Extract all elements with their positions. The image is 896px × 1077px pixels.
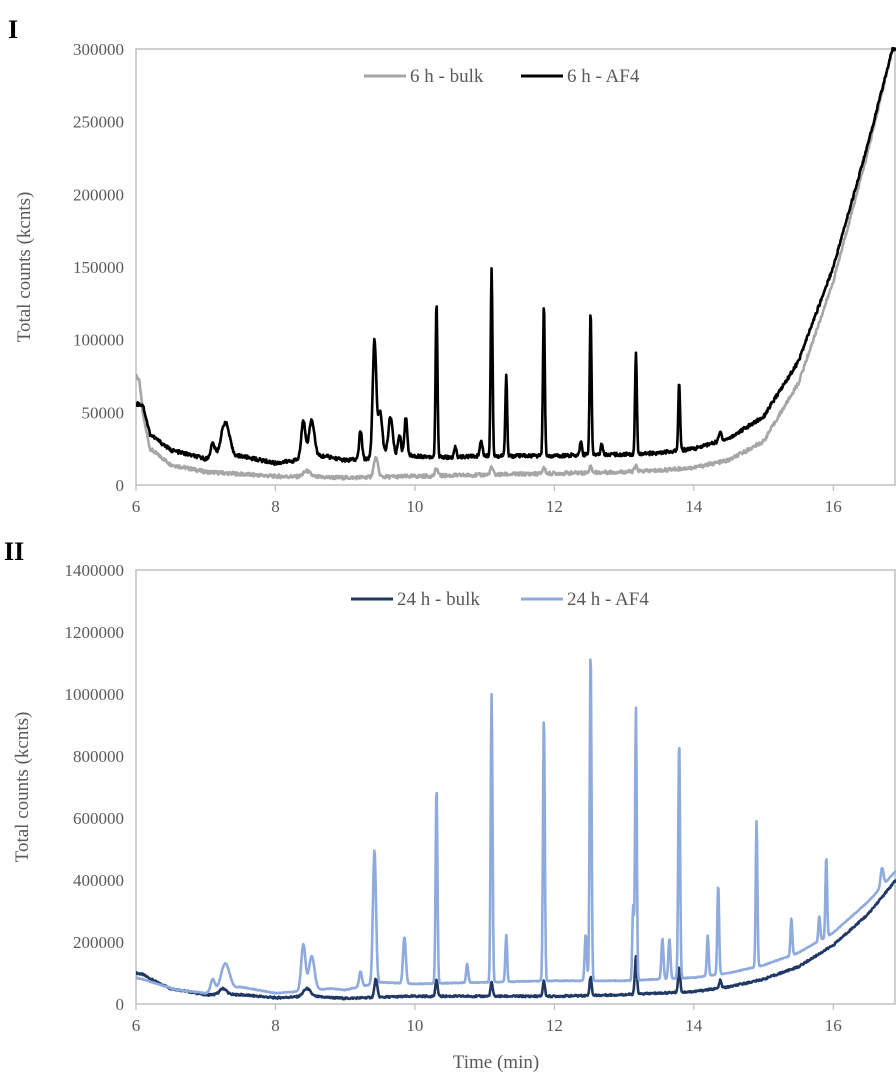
y-tick-label: 800000 — [73, 747, 124, 766]
y-tick-label: 0 — [116, 995, 125, 1014]
y-tick-label: 100000 — [73, 331, 124, 350]
y-tick-label: 250000 — [73, 113, 124, 132]
x-tick-label: 16 — [825, 1016, 842, 1035]
y-tick-label: 400000 — [73, 871, 124, 890]
x-tick-label: 14 — [685, 497, 703, 516]
legend-label: 24 h - bulk — [397, 589, 480, 610]
x-tick-label: 14 — [685, 1016, 703, 1035]
x-tick-label: 6 — [132, 1016, 141, 1035]
y-tick-label: 200000 — [73, 185, 124, 204]
series-line-1 — [136, 878, 896, 1001]
panel-label-I: I — [8, 15, 18, 44]
y-tick-label: 1200000 — [65, 623, 125, 642]
series-line-2 — [136, 47, 896, 467]
chart-panel-I: 0 50000 100000 150000 200000 250000 300000 6 8 10… — [14, 40, 896, 516]
y-tick-label: 200000 — [73, 933, 124, 952]
x-tick-label: 6 — [132, 497, 141, 516]
legend-label: 6 h - bulk — [410, 66, 484, 87]
panel-label-II: II — [4, 537, 24, 566]
y-tick-label: 1400000 — [65, 561, 125, 580]
y-tick-label: 0 — [116, 476, 125, 495]
y-tick-label: 600000 — [73, 809, 124, 828]
y-tick-label: 150000 — [73, 258, 124, 277]
y-tick-label: 1000000 — [65, 685, 125, 704]
x-tick-label: 8 — [271, 1016, 280, 1035]
x-axis-title: Time (min) — [453, 1052, 539, 1073]
x-tick-label: 10 — [406, 1016, 423, 1035]
x-tick-label: 12 — [546, 497, 563, 516]
legend-label: 6 h - AF4 — [567, 66, 640, 87]
x-tick-label: 12 — [546, 1016, 563, 1035]
chart-panel-II: 0 200000 400000 600000 800000 1000000 1200000 1… — [12, 561, 896, 1073]
series-line-2 — [136, 658, 896, 995]
y-tick-label: 50000 — [82, 403, 125, 422]
plot-area-border — [135, 48, 896, 486]
y-axis-title: Total counts (kcnts) — [14, 192, 35, 343]
y-axis-title: Total counts (kcnts) — [12, 712, 33, 863]
x-tick-label: 10 — [406, 497, 423, 516]
x-tick-label: 16 — [825, 497, 842, 516]
x-tick-label: 8 — [271, 497, 280, 516]
y-tick-label: 300000 — [73, 40, 124, 59]
plot-area-border — [135, 569, 896, 1005]
legend-label: 24 h - AF4 — [567, 589, 649, 610]
series-line-1 — [136, 47, 896, 481]
